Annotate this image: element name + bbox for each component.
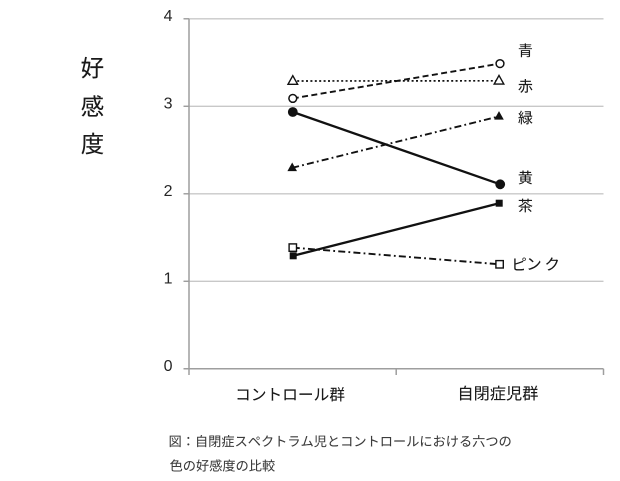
svg-text:2: 2 — [164, 183, 173, 200]
svg-text:1: 1 — [164, 271, 173, 288]
svg-text:3: 3 — [164, 96, 173, 113]
svg-text:0: 0 — [164, 358, 173, 375]
svg-text:4: 4 — [164, 8, 173, 25]
